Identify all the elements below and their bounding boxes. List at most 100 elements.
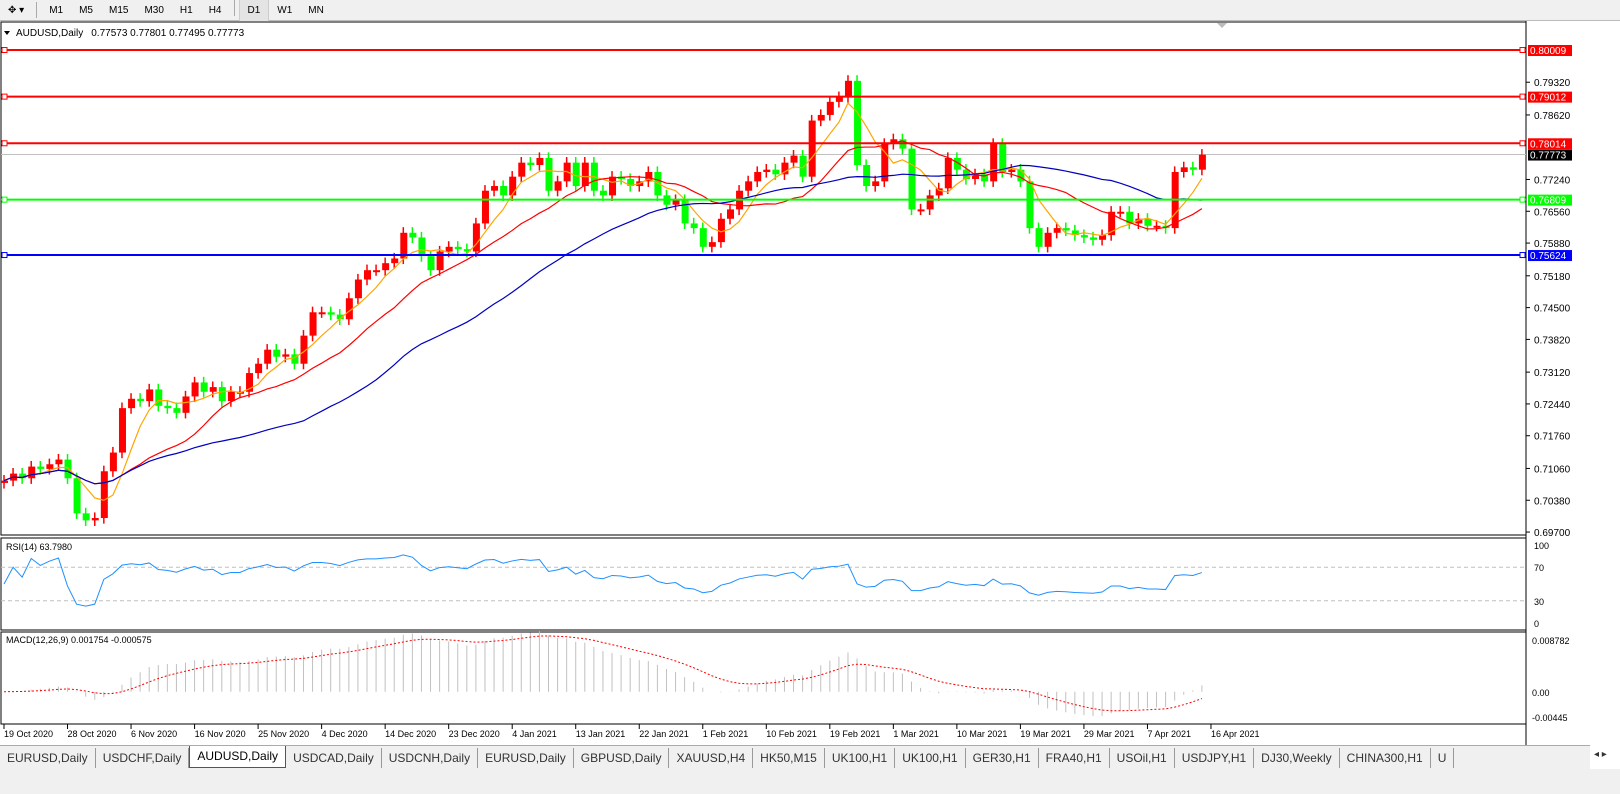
candle-body: [146, 389, 154, 402]
chart-tab[interactable]: USOil,H1: [1110, 748, 1175, 768]
candle: [191, 376, 199, 403]
chart-tab[interactable]: UK100,H1: [895, 748, 966, 768]
candle: [454, 241, 462, 255]
candle-body: [28, 466, 36, 479]
timeframe-w1[interactable]: W1: [277, 4, 293, 16]
candle: [917, 203, 925, 216]
candle-body: [400, 232, 408, 259]
candle-body: [1180, 167, 1188, 172]
candle: [545, 152, 553, 197]
level-price-label: 0.79012: [1530, 93, 1567, 104]
candle-body: [944, 157, 952, 189]
date-tick-label: 16 Nov 2020: [195, 729, 246, 739]
chart-tab[interactable]: DJ30,Weekly: [1254, 748, 1340, 768]
candle: [336, 309, 344, 325]
chart-tab[interactable]: EURUSD,Daily: [478, 748, 574, 768]
candle: [146, 383, 154, 407]
candle-body: [409, 232, 417, 238]
timeframe-h4[interactable]: H4: [208, 4, 222, 16]
candle-body: [790, 155, 798, 163]
candle-body: [209, 387, 217, 392]
candle: [990, 138, 998, 187]
candle-body: [863, 164, 871, 187]
candle: [1008, 164, 1016, 178]
status-bar: [0, 769, 1620, 794]
candle-body: [1053, 228, 1061, 233]
candle: [881, 138, 889, 187]
candle-body: [981, 174, 989, 182]
chart-tab[interactable]: USDCAD,Daily: [286, 748, 382, 768]
timeframe-m30[interactable]: M30: [144, 4, 164, 16]
timeframe-d1[interactable]: D1: [238, 0, 270, 21]
candle: [935, 182, 943, 201]
date-tick-label: 6 Nov 2020: [131, 729, 177, 739]
timeframe-m1[interactable]: M1: [49, 4, 64, 16]
chart-tab[interactable]: GER30,H1: [966, 748, 1039, 768]
level-price-badge: [1528, 250, 1572, 262]
candle: [781, 157, 789, 180]
level-handle-right: [1519, 140, 1526, 147]
toolbar-separator: [233, 0, 235, 16]
chart-tab[interactable]: USDJPY,H1: [1175, 748, 1255, 768]
candle-body: [672, 200, 680, 205]
candle-body: [46, 464, 54, 469]
current-price-badge: [1528, 149, 1572, 161]
candle-body: [1117, 211, 1125, 214]
candle: [300, 330, 308, 370]
candle: [1099, 229, 1107, 246]
timeframe-mn[interactable]: MN: [308, 4, 324, 16]
chart-tab[interactable]: U: [1431, 748, 1455, 768]
candle-body: [1144, 218, 1152, 226]
candle: [282, 348, 290, 363]
tab-scroll-arrows[interactable]: ◂ ▸: [1594, 749, 1607, 760]
candle-body: [554, 181, 562, 191]
candle-body: [536, 157, 544, 165]
candle-body: [772, 169, 780, 175]
chart-tab[interactable]: EURUSD,Daily: [0, 748, 96, 768]
price-tick-label: 0.72440: [1534, 400, 1571, 411]
timeframe-m15[interactable]: M15: [109, 4, 129, 16]
chart-tab[interactable]: HK50,M15: [753, 748, 825, 768]
chart-tab[interactable]: USDCNH,Daily: [382, 748, 479, 768]
price-chart[interactable]: AUDUSD,Daily 0.77573 0.77801 0.77495 0.77…: [0, 21, 1620, 745]
crosshair-tool-button[interactable]: ✥ ▾: [8, 4, 25, 16]
candle: [364, 264, 371, 286]
candle: [572, 157, 580, 192]
candle-body: [91, 518, 99, 521]
candle: [28, 460, 36, 484]
chart-shift-marker-icon: [1217, 23, 1227, 28]
chart-tab[interactable]: USDCHF,Daily: [96, 748, 190, 768]
candle: [890, 133, 898, 150]
candle: [944, 152, 952, 194]
level-price-label: 0.80009: [1530, 46, 1567, 57]
candle: [981, 168, 989, 187]
timeframe-m5[interactable]: M5: [79, 4, 93, 16]
candle-body: [708, 242, 716, 247]
candle-body: [681, 200, 689, 224]
collapse-triangle-icon[interactable]: [4, 31, 10, 35]
candle: [200, 376, 208, 398]
candle: [345, 292, 353, 325]
candle-body: [255, 363, 263, 374]
chart-tab[interactable]: XAUUSD,H4: [669, 748, 754, 768]
chart-tab[interactable]: FRA40,H1: [1039, 748, 1110, 768]
candle-body: [917, 209, 925, 212]
chart-tab[interactable]: UK100,H1: [825, 748, 896, 768]
rsi-tick-label: 30: [1534, 597, 1544, 607]
chart-tab[interactable]: CHINA300,H1: [1340, 748, 1431, 768]
date-tick-label: 4 Jan 2021: [512, 729, 557, 739]
candle-body: [1189, 167, 1197, 170]
candle-body: [454, 246, 462, 250]
candle-body: [1071, 230, 1079, 236]
candle-body: [1135, 218, 1143, 224]
candle-body: [291, 354, 299, 364]
timeframe-h1[interactable]: H1: [179, 4, 193, 16]
candle: [1, 475, 8, 489]
chart-tab[interactable]: GBPUSD,Daily: [574, 748, 670, 768]
candle-body: [872, 181, 880, 187]
level-handle-left: [1, 140, 8, 147]
candle-body: [345, 298, 353, 320]
rsi-tick-label: 70: [1534, 563, 1544, 573]
chart-tab[interactable]: AUDUSD,Daily: [189, 746, 287, 768]
candle-body: [382, 263, 390, 271]
